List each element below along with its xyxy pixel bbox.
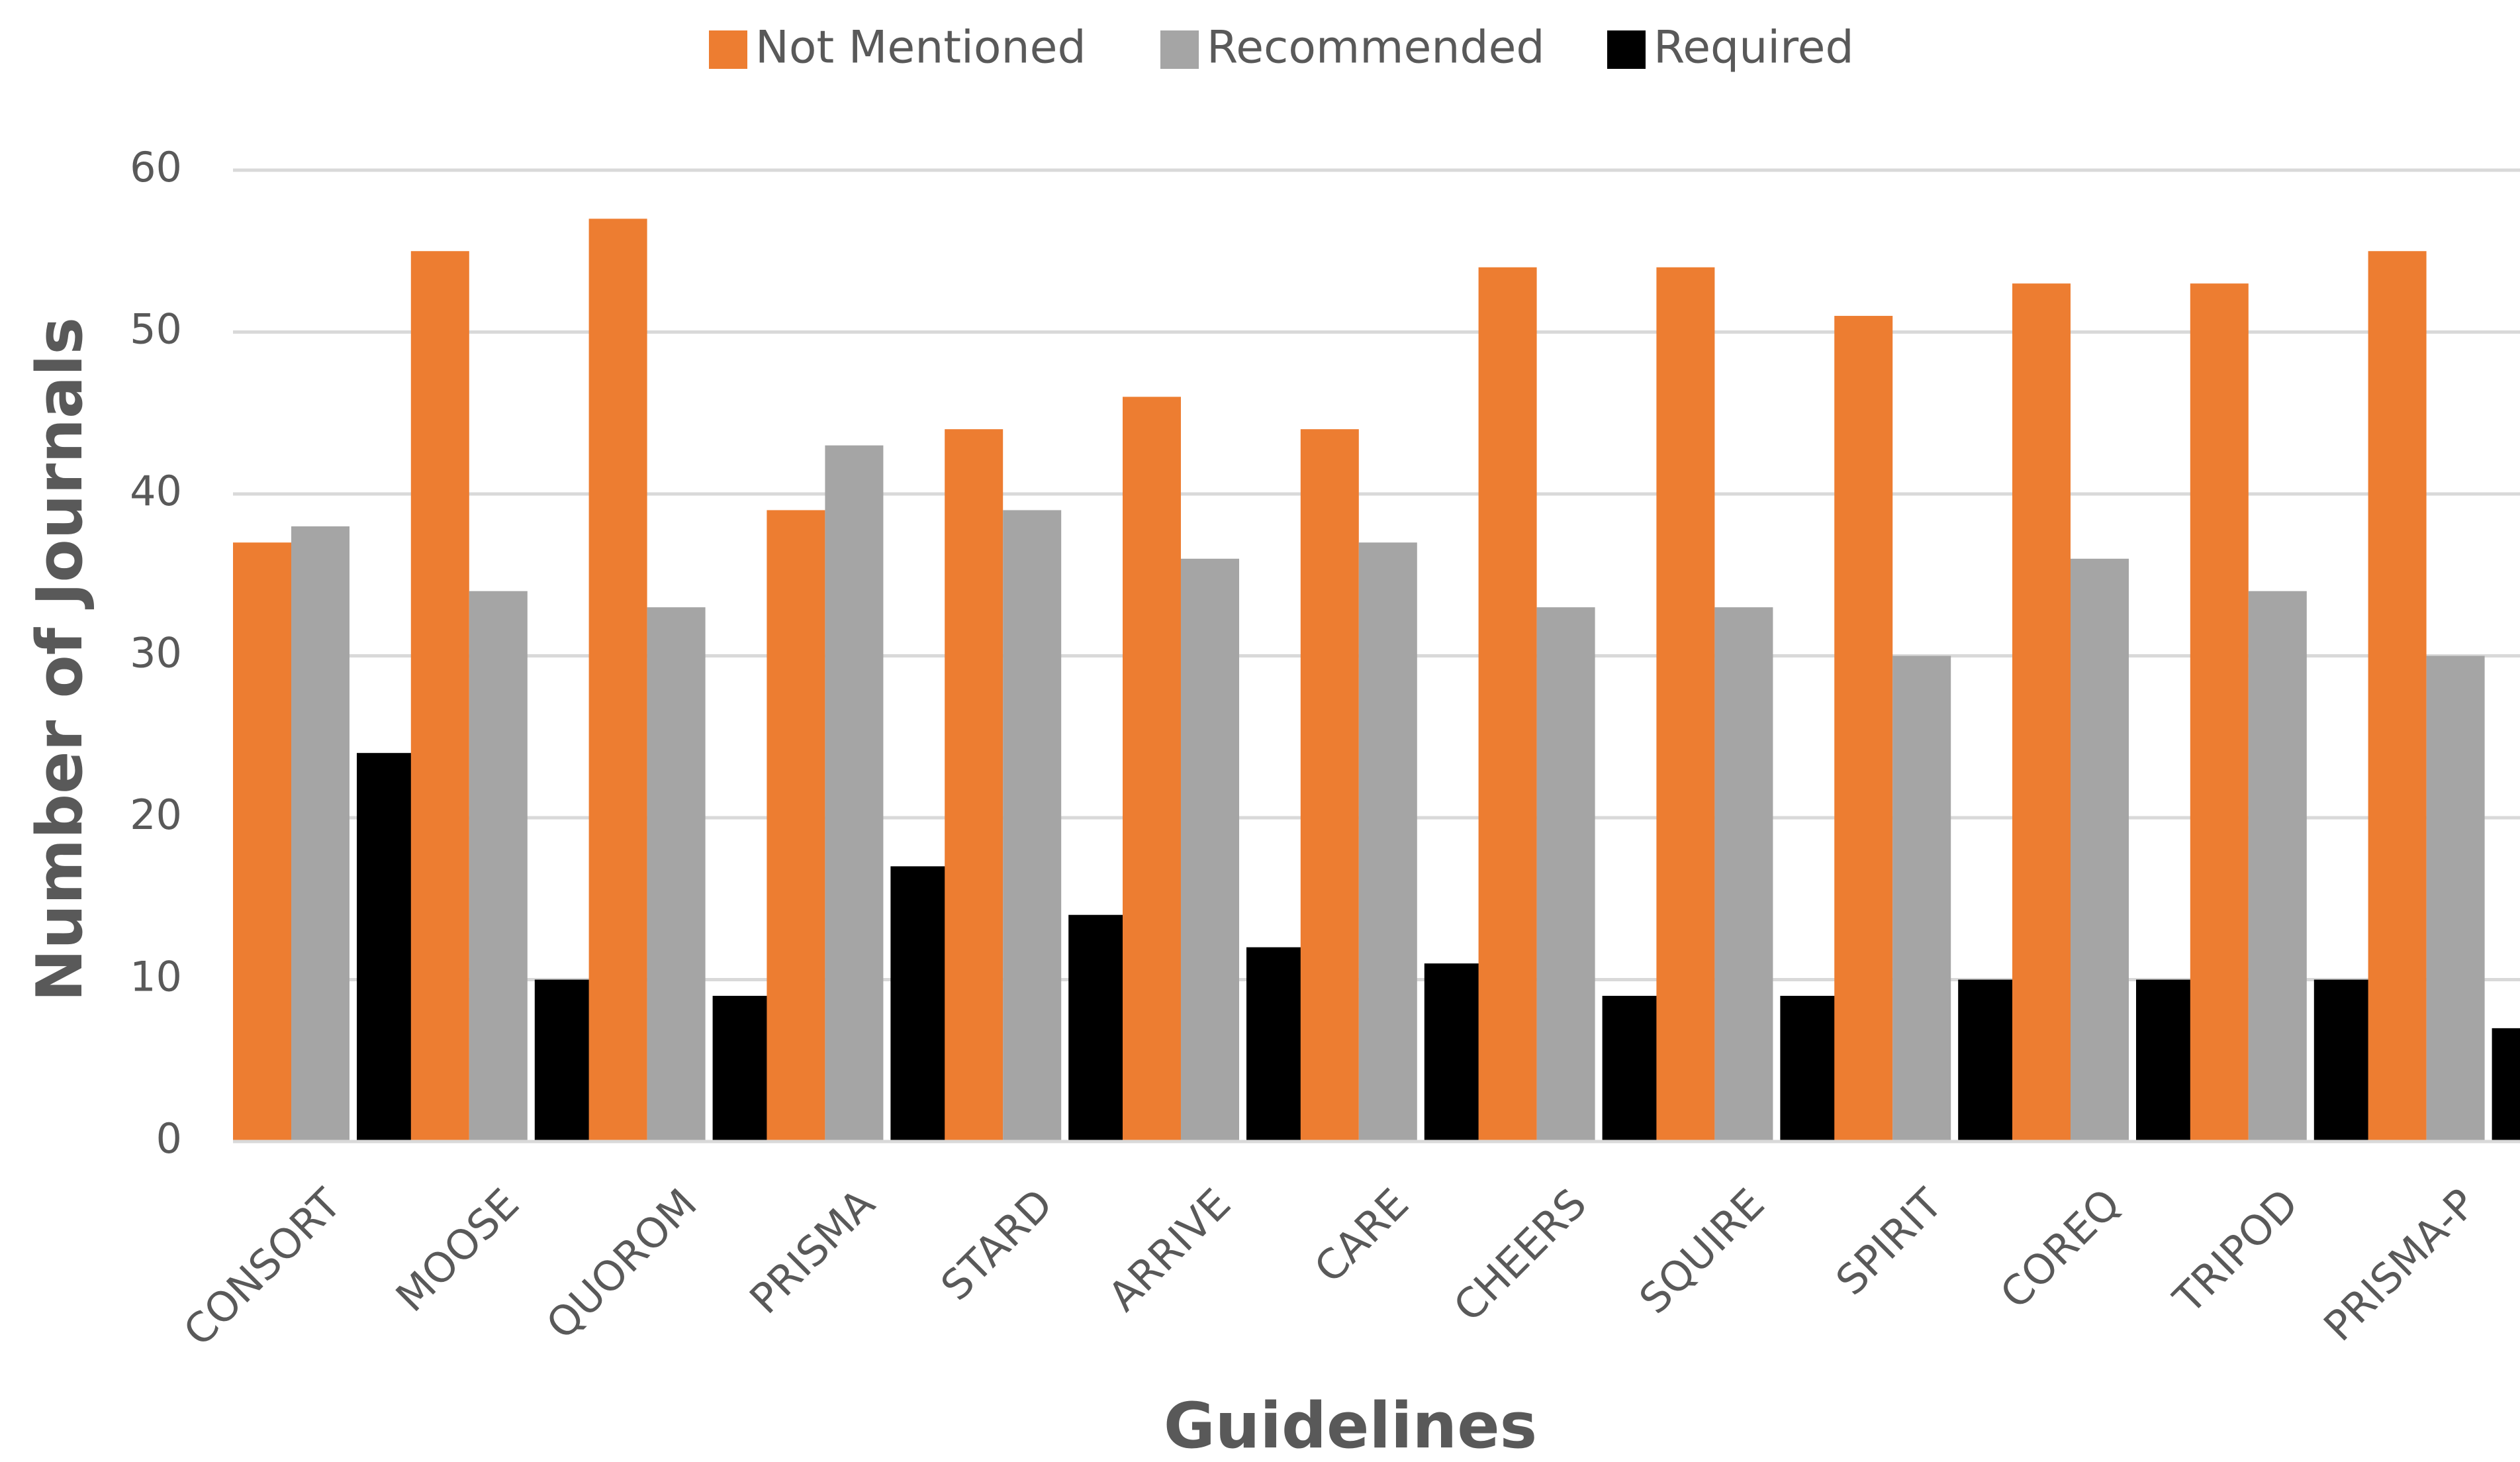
bar <box>945 429 1003 1142</box>
y-tick-label: 10 <box>130 953 182 1001</box>
legend-swatch <box>1607 30 1646 69</box>
legend-label: Recommended <box>1207 22 1545 74</box>
bar <box>2492 1028 2520 1142</box>
bar <box>1958 979 2017 1142</box>
legend-label: Not Mentioned <box>755 22 1086 74</box>
bar <box>1358 542 1417 1142</box>
x-tick-label: TRIPOD <box>2164 1179 2308 1323</box>
y-tick-label: 60 <box>130 143 182 191</box>
y-axis-title: Number of Journals <box>24 317 97 1002</box>
bar <box>647 607 706 1142</box>
bar <box>469 591 528 1142</box>
bar <box>534 979 593 1142</box>
bar <box>890 866 949 1142</box>
bar <box>2368 251 2427 1142</box>
bar <box>767 510 825 1142</box>
x-tick-label: QUOROM <box>537 1179 706 1349</box>
x-tick-label: SPIRIT <box>1826 1179 1952 1304</box>
bar <box>410 251 469 1142</box>
y-tick-label: 0 <box>156 1114 182 1163</box>
x-tick-label: SQUIRE <box>1630 1179 1773 1323</box>
y-tick-label: 30 <box>130 629 182 677</box>
bar <box>2190 283 2249 1142</box>
x-tick-label: PRISMA <box>740 1179 884 1323</box>
x-tick-label: STARD <box>931 1179 1062 1310</box>
bar <box>1003 510 1062 1142</box>
bar <box>1536 607 1595 1142</box>
bar <box>1300 429 1359 1142</box>
y-tick-label: 50 <box>130 305 182 354</box>
legend-swatch <box>709 30 747 69</box>
bar <box>233 542 291 1142</box>
x-tick-label: MOOSE <box>387 1179 528 1321</box>
bar <box>1068 914 1127 1142</box>
y-tick-label: 20 <box>130 791 182 839</box>
bar <box>1892 656 1951 1142</box>
bar <box>2012 283 2071 1142</box>
bar <box>357 753 415 1142</box>
bar <box>1123 397 1181 1142</box>
bar <box>1602 995 1661 1142</box>
bar <box>1714 607 1773 1142</box>
x-tick-label: ARRIVE <box>1099 1179 1240 1320</box>
bar <box>1656 267 1715 1142</box>
x-tick-label: PRISMA-P <box>2314 1179 2485 1350</box>
bar <box>1181 558 1239 1142</box>
bar <box>1780 995 1839 1142</box>
bar <box>2426 656 2485 1142</box>
bar <box>2136 979 2194 1142</box>
bar <box>712 995 771 1142</box>
bar <box>1834 316 1893 1142</box>
x-axis-title: Guidelines <box>1164 1390 1537 1462</box>
bar <box>2071 558 2129 1142</box>
bar <box>825 445 884 1142</box>
bar <box>1478 267 1537 1142</box>
bar <box>588 219 647 1142</box>
bar <box>2313 979 2372 1142</box>
legend-swatch <box>1160 30 1199 69</box>
bar <box>291 526 350 1142</box>
x-tick-label: CARE <box>1305 1179 1418 1292</box>
bar <box>1246 947 1305 1142</box>
x-tick-label: CHEERS <box>1444 1179 1596 1331</box>
x-tick-label: COREQ <box>1991 1179 2129 1318</box>
legend-label: Required <box>1654 22 1854 74</box>
bar <box>1424 963 1483 1142</box>
bar <box>2248 591 2307 1142</box>
x-tick-label: CONSORT <box>174 1179 351 1355</box>
y-tick-label: 40 <box>130 467 182 515</box>
